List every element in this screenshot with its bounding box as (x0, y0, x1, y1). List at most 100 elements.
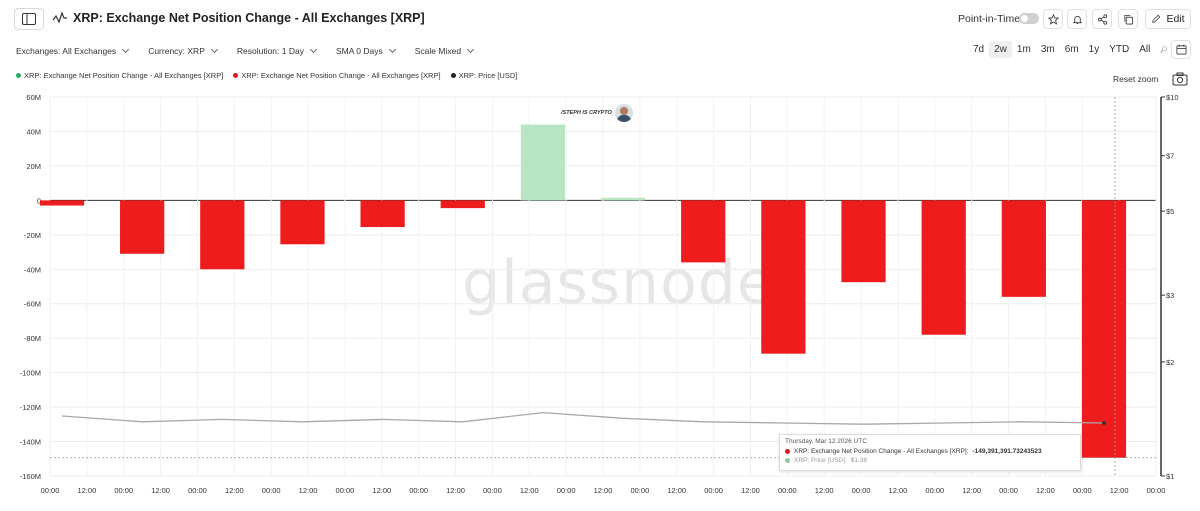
x-tick-label: 00:00 (114, 486, 133, 495)
chevron-down-icon (467, 45, 475, 54)
tooltip-row-price: XRP: Price [USD]: $1.38 (785, 457, 1075, 464)
tooltip-dot-red (785, 449, 790, 454)
bell-icon (1072, 15, 1082, 24)
chevron-down-icon (210, 45, 218, 54)
chart-bar (280, 200, 325, 245)
chart-bar (681, 200, 726, 263)
sidebar-icon (22, 13, 36, 25)
share-icon (1097, 13, 1107, 25)
right-tick-label: $1 (1166, 472, 1174, 481)
x-tick-label: 00:00 (778, 486, 797, 495)
x-tick-label: 12:00 (594, 486, 613, 495)
sidebar-toggle-button[interactable] (14, 8, 44, 30)
x-tick-label: 12:00 (225, 486, 244, 495)
chart-bar (921, 200, 966, 335)
filter-exchanges[interactable]: Exchanges: All Exchanges (16, 44, 130, 58)
point-in-time-toggle[interactable] (1019, 13, 1039, 24)
legend-dot-green (16, 73, 21, 78)
copy-button[interactable] (1118, 9, 1138, 29)
zoom-select-button[interactable] (1155, 41, 1173, 57)
x-tick-label: 00:00 (704, 486, 723, 495)
tooltip-date: Thursday, Mar 12 2026 UTC (785, 438, 867, 445)
filter-bar: Exchanges: All Exchanges Currency: XRP R… (16, 44, 475, 58)
range-7d[interactable]: 7d (973, 44, 985, 55)
y-tick-label: -100M (20, 369, 41, 378)
chart-legend: XRP: Exchange Net Position Change - All … (16, 71, 517, 80)
x-tick-label: 00:00 (483, 486, 502, 495)
legend-dot-black (450, 73, 456, 78)
range-all[interactable]: All (1139, 44, 1151, 55)
x-tick-label: 00:00 (1073, 486, 1092, 495)
y-tick-label: -160M (20, 472, 41, 481)
x-tick-label: 12:00 (667, 486, 686, 495)
chart-bar (360, 200, 405, 228)
chevron-down-icon (388, 45, 396, 54)
filter-currency-label: Currency: XRP (148, 46, 205, 56)
tooltip-row2-value: $1.38 (850, 457, 868, 464)
chart-tooltip: Thursday, Mar 12 2026 UTC XRP: Exchange … (779, 434, 1081, 471)
x-tick-label: 00:00 (925, 486, 944, 495)
tooltip-row2-label: XRP: Price [USD]: (794, 457, 847, 464)
x-tick-label: 00:00 (557, 486, 576, 495)
favorite-button[interactable] (1043, 9, 1063, 29)
y-tick-label: -80M (24, 334, 41, 343)
y-tick-label: -20M (24, 231, 41, 240)
chart-bar (120, 200, 165, 254)
chart-bar (761, 200, 806, 354)
x-tick-label: 00:00 (1147, 486, 1166, 495)
x-tick-label: 12:00 (372, 486, 391, 495)
y-tick-label: 20M (26, 162, 41, 171)
credit-badge: /STEPH IS CRYPTO (561, 104, 633, 122)
legend-item-price[interactable]: XRP: Price [USD] (450, 71, 518, 80)
range-3m[interactable]: 3m (1040, 44, 1055, 55)
x-tick-label: 00:00 (188, 486, 207, 495)
y-tick-label: -140M (20, 438, 41, 447)
hover-point (1102, 420, 1106, 425)
x-tick-label: 00:00 (262, 486, 281, 495)
price-line (61, 411, 1105, 425)
x-tick-label: 00:00 (41, 486, 60, 495)
share-button[interactable] (1092, 9, 1112, 29)
x-tick-label: 12:00 (77, 486, 96, 495)
pencil-icon (1152, 14, 1161, 23)
x-tick-label: 12:00 (815, 486, 834, 495)
x-tick-label: 00:00 (336, 486, 355, 495)
calendar-button[interactable] (1171, 40, 1191, 59)
x-tick-label: 12:00 (299, 486, 318, 495)
range-1y[interactable]: 1y (1088, 44, 1100, 55)
top-bar: XRP: Exchange Net Position Change - All … (0, 0, 1200, 38)
x-tick-label: 12:00 (1110, 486, 1129, 495)
star-icon (1047, 13, 1059, 25)
chevron-down-icon (309, 45, 318, 54)
right-tick-label: $7 (1166, 152, 1174, 161)
filter-sma[interactable]: SMA 0 Days (336, 44, 396, 58)
filter-resolution[interactable]: Resolution: 1 Day (237, 44, 318, 58)
range-6m[interactable]: 6m (1064, 44, 1079, 55)
edit-label: Edit (1166, 13, 1185, 25)
camera-icon[interactable] (1172, 72, 1188, 86)
legend-label: XRP: Price [USD] (458, 71, 518, 80)
tooltip-row-netflow: XRP: Exchange Net Position Change - All … (785, 448, 1075, 455)
filter-exchanges-label: Exchanges: All Exchanges (16, 46, 117, 56)
y-tick-label: 60M (26, 93, 41, 102)
alert-button[interactable] (1067, 9, 1087, 29)
filter-scale[interactable]: Scale Mixed (415, 44, 475, 58)
y-tick-label: 40M (26, 127, 41, 136)
right-tick-label: $5 (1166, 207, 1174, 216)
chevron-down-icon (122, 45, 130, 54)
chart-bar (39, 200, 85, 206)
range-ytd[interactable]: YTD (1109, 44, 1130, 55)
legend-item-netflow-negative[interactable]: XRP: Exchange Net Position Change - All … (233, 71, 441, 80)
edit-button[interactable]: Edit (1145, 9, 1191, 29)
reset-zoom-button[interactable]: Reset zoom (1113, 74, 1159, 84)
legend-label: XRP: Exchange Net Position Change - All … (24, 71, 224, 80)
chart-bar (1081, 200, 1127, 458)
filter-currency[interactable]: Currency: XRP (148, 44, 218, 58)
page-title: XRP: Exchange Net Position Change - All … (73, 11, 425, 25)
range-1m[interactable]: 1m (1016, 44, 1031, 55)
range-2w[interactable]: 2w (989, 41, 1012, 58)
x-tick-label: 00:00 (999, 486, 1018, 495)
chart-bar (440, 200, 485, 209)
legend-item-netflow-positive[interactable]: XRP: Exchange Net Position Change - All … (16, 71, 223, 80)
y-tick-label: -60M (24, 300, 41, 309)
